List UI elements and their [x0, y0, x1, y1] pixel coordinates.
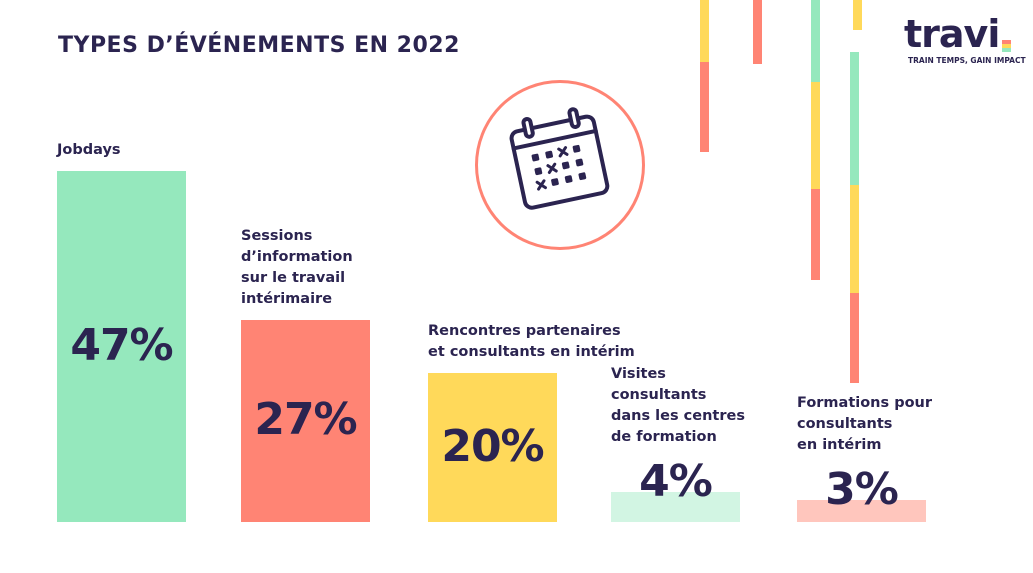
deco-stripe: [853, 0, 862, 30]
deco-stripe: [811, 189, 820, 280]
bar-value-label: 20%: [441, 420, 544, 472]
logo-tagline: TRAIN TEMPS, GAIN IMPACT: [908, 56, 1026, 65]
deco-stripe: [811, 0, 820, 82]
page-title: TYPES D’ÉVÉNEMENTS EN 2022: [58, 33, 460, 58]
bar-category-label: Jobdays: [57, 142, 121, 158]
bar-value-label: 27%: [254, 394, 357, 445]
chart-bar: [611, 492, 740, 522]
calendar-icon: [509, 107, 610, 210]
chart-bar: [797, 500, 926, 522]
deco-stripe: [753, 0, 762, 64]
bar-value-label: 47%: [70, 319, 173, 371]
calendar-badge: [475, 80, 645, 250]
logo-wordmark: travi: [904, 12, 1000, 56]
deco-stripe: [700, 0, 709, 62]
bar-category-label: Visites consultants dans les centres de …: [611, 366, 745, 445]
deco-stripe: [811, 82, 820, 189]
bar-category-label: Sessions d’information sur le travail in…: [241, 228, 353, 307]
logo-stripe-coral: [1002, 40, 1011, 44]
logo-stripe-green: [1002, 48, 1011, 52]
chart-bar: [57, 171, 186, 522]
deco-stripe: [850, 185, 859, 293]
logo-stripe-yellow: [1002, 44, 1011, 48]
chart-bar: [241, 320, 370, 522]
bar-category-label: Formations pour consultants en intérim: [797, 395, 933, 453]
deco-stripe: [700, 62, 709, 152]
bar-value-label: 4%: [639, 456, 713, 507]
bar-value-label: 3%: [825, 464, 899, 515]
chart-bar: [428, 373, 557, 522]
deco-stripe: [850, 293, 859, 383]
bar-category-label: Rencontres partenaires et consultants en…: [428, 323, 635, 360]
travi-logo: travi TRAIN TEMPS, GAIN IMPACT: [904, 12, 1026, 70]
deco-stripe: [850, 52, 859, 185]
